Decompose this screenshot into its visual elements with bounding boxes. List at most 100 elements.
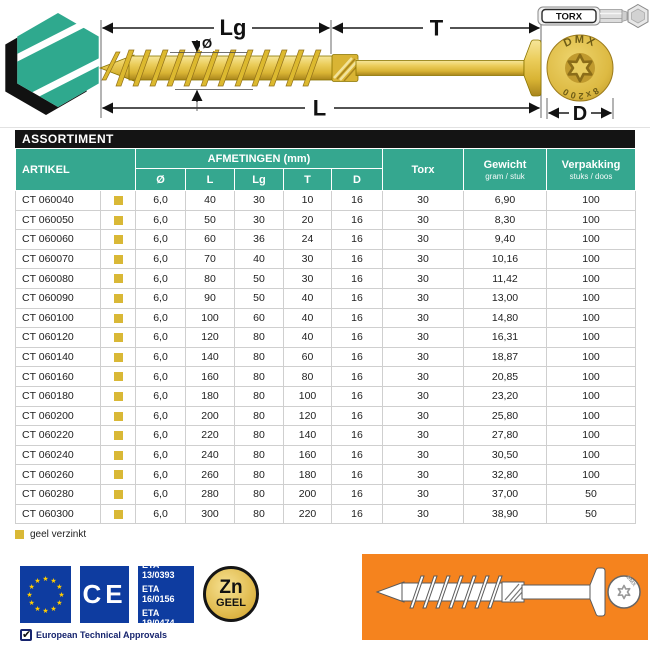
artikel-cell: CT 060080 [15,268,101,289]
value-cell: 60 [234,307,285,329]
value-cell: 30 [382,464,465,485]
value-cell: 50 [546,483,637,505]
value-cell: 140 [283,425,333,446]
value-cell: 16,31 [463,327,548,348]
table-row: CT 060060 6,0 60 36 24 16 30 9,40 100 [15,229,637,250]
dim-lg: Lg [101,15,331,40]
value-cell: 30 [382,385,465,407]
ce-mark: CE [80,565,129,623]
value-cell: 20,85 [463,366,548,387]
table-row: CT 060120 6,0 120 80 40 16 30 16,31 100 [15,327,637,348]
value-cell: 16 [331,483,384,505]
value-cell: 80 [234,346,285,368]
screw-side-view [98,39,542,97]
technical-drawing-banner: Lg T L Ø [0,0,650,130]
table-row: CT 060280 6,0 280 80 200 16 30 37,00 50 [15,483,637,505]
dim-label-diameter: Ø [202,36,212,51]
value-cell: 30 [382,366,465,387]
value-cell: 40 [185,190,236,211]
value-cell: 9,40 [463,229,548,250]
value-cell: 16 [331,405,384,427]
value-cell: 100 [546,209,637,231]
eu-star-icon: ★ [50,577,56,585]
value-cell: 70 [185,248,236,270]
color-swatch-cell [99,366,137,387]
yellow-swatch [113,489,123,499]
table-row: CT 060220 6,0 220 80 140 16 30 27,80 100 [15,425,637,446]
value-cell: 200 [185,405,236,427]
yellow-swatch [113,274,123,284]
value-cell: 16 [331,366,384,387]
value-cell: 80 [234,483,285,505]
value-cell: 13,00 [463,287,548,309]
color-swatch-cell [99,229,137,250]
color-swatch-cell [99,346,137,368]
value-cell: 100 [185,307,236,329]
artikel-cell: CT 060200 [15,405,101,427]
value-cell: 280 [185,483,236,505]
header-verpakking: Verpakking stuks / doos [546,148,637,191]
value-cell: 50 [234,287,285,309]
table-row: CT 060180 6,0 180 80 100 16 30 23,20 100 [15,385,637,407]
value-cell: 16 [331,346,384,368]
torx-bit: TORX [537,3,649,29]
value-cell: 80 [234,444,285,466]
dim-label-d: D [573,103,587,125]
value-cell: 100 [546,248,637,270]
yellow-swatch [113,509,123,519]
value-cell: 38,90 [463,503,548,525]
table-row: CT 060240 6,0 240 80 160 16 30 30,50 100 [15,444,637,466]
value-cell: 30 [234,209,285,231]
artikel-cell: CT 060300 [15,503,101,525]
yellow-swatch [15,530,24,540]
value-cell: 100 [546,190,637,211]
value-cell: 18,87 [463,346,548,368]
value-cell: 30 [382,229,465,250]
yellow-swatch [113,313,123,323]
header-dim-d: D [331,168,384,191]
eu-star-icon: ★ [56,599,62,607]
line-art-threads [409,575,503,609]
screw-head-top-view: DMX 8x200 D [546,34,614,125]
value-cell: 16 [331,327,384,348]
header-gewicht: Gewicht gram / stuk [463,148,548,191]
table-row: CT 060160 6,0 160 80 80 16 30 20,85 100 [15,366,637,387]
value-cell: 16 [331,385,384,407]
value-cell: 6,0 [135,248,187,270]
torx-recess [567,53,593,83]
dim-diameter: Ø [170,36,253,111]
color-swatch-cell [99,425,137,446]
yellow-swatch [113,293,123,303]
hexagon-icon [627,3,649,29]
eu-star-icon: ★ [42,575,48,583]
value-cell: 16 [331,464,384,485]
value-cell: 50 [234,268,285,289]
eu-flag-icon: ★ ★★★★★★★★★★★ [20,565,71,623]
table-row: CT 060040 6,0 40 30 10 16 30 6,90 100 [15,190,637,211]
value-cell: 80 [234,327,285,348]
table-row: CT 060100 6,0 100 60 40 16 30 14,80 100 [15,307,637,329]
value-cell: 220 [283,503,333,525]
value-cell: 20 [283,209,333,231]
value-cell: 30 [382,503,465,525]
geel-label: GEEL [216,597,246,610]
header-dim-diameter: Ø [135,168,187,191]
color-swatch-cell [99,405,137,427]
value-cell: 100 [546,405,637,427]
color-swatch-cell [99,385,137,407]
yellow-swatch [113,411,123,421]
value-cell: 6,0 [135,268,187,289]
value-cell: 30 [382,248,465,270]
screw-head-side [523,39,542,97]
value-cell: 6,0 [135,483,187,505]
color-swatch-cell [99,327,137,348]
yellow-swatch [113,235,123,245]
table-row: CT 060200 6,0 200 80 120 16 30 25,80 100 [15,405,637,427]
value-cell: 16 [331,307,384,329]
value-cell: 6,0 [135,346,187,368]
eu-star-icon: ★ [42,607,48,615]
value-cell: 160 [185,366,236,387]
value-cell: 6,0 [135,307,187,329]
artikel-cell: CT 060280 [15,483,101,505]
